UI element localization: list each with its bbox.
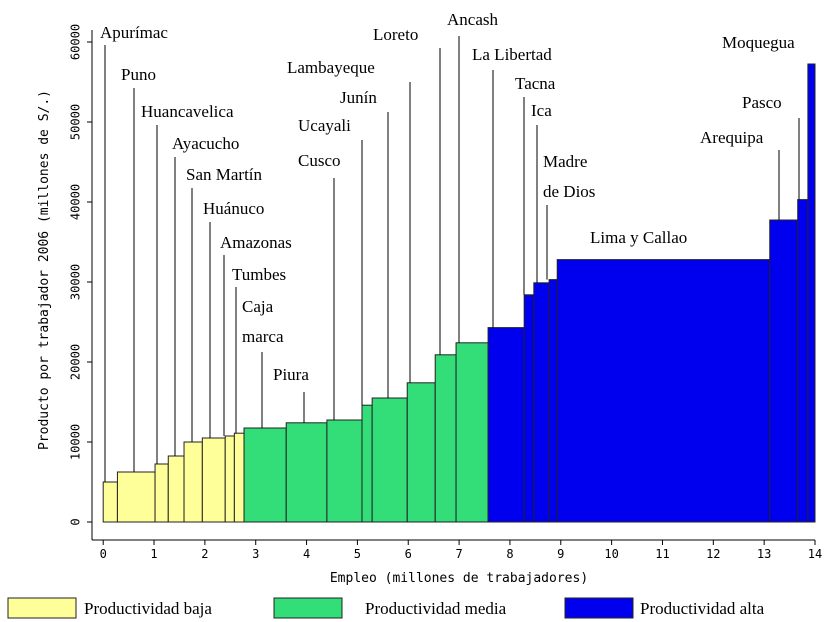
bar: [201, 437, 226, 523]
bar: [233, 432, 245, 523]
bar-label: Moquegua: [722, 33, 795, 52]
legend-swatch: [7, 597, 77, 619]
x-tick-label: 10: [604, 547, 618, 561]
bar: [523, 294, 535, 523]
legend-label: Productividad media: [365, 599, 507, 618]
bar: [326, 419, 363, 523]
x-tick-label: 12: [706, 547, 720, 561]
bar-label: San Martín: [186, 165, 263, 184]
y-tick-label: 0: [69, 518, 83, 525]
x-tick-label: 0: [100, 547, 107, 561]
bar-label: Madre de Dios: [543, 152, 596, 201]
bar: [102, 481, 118, 523]
bar-label: Ica: [531, 101, 552, 120]
y-tick-label: 60000: [69, 24, 83, 60]
bar-label: Lima y Callao: [590, 228, 688, 247]
bar-label: Huánuco: [203, 199, 265, 218]
bar: [116, 471, 156, 523]
bar-label: Puno: [121, 65, 156, 84]
legend-label: Productividad alta: [640, 599, 765, 618]
bar: [371, 397, 408, 523]
bar: [224, 435, 235, 523]
x-tick-label: 2: [201, 547, 208, 561]
bar: [548, 279, 558, 523]
x-tick-label: 1: [150, 547, 157, 561]
bar: [154, 463, 169, 523]
legend-swatch: [564, 597, 634, 619]
bar: [487, 327, 525, 523]
bar-label: La Libertad: [472, 45, 552, 64]
x-tick-label: 6: [405, 547, 412, 561]
bar: [183, 441, 203, 523]
legend-swatch: [273, 597, 343, 619]
bar: [797, 199, 809, 523]
x-tick-label: 9: [557, 547, 564, 561]
bar: [434, 354, 457, 523]
x-tick-label: 11: [655, 547, 669, 561]
bar-label: Loreto: [373, 25, 419, 44]
bar: [285, 422, 328, 523]
bar-label: Caja marca: [242, 297, 284, 346]
bar: [556, 259, 771, 523]
bar-label: Lambayeque: [287, 58, 375, 77]
y-tick-label: 30000: [69, 264, 83, 300]
y-tick-label: 10000: [69, 424, 83, 460]
bar-label: Ancash: [447, 10, 498, 29]
bar-label: Tumbes: [232, 265, 287, 284]
bar-label: Huancavelica: [141, 102, 234, 121]
x-axis-label: Empleo (millones de trabajadores): [330, 571, 588, 586]
bar: [243, 427, 287, 523]
y-axis-label: Producto por trabajador 2006 (millones d…: [37, 90, 52, 450]
bar: [167, 455, 185, 523]
x-tick-label: 13: [757, 547, 771, 561]
bar-label: Amazonas: [220, 233, 292, 252]
bar-label: Junín: [340, 88, 377, 107]
x-tick-label: 7: [455, 547, 462, 561]
bar: [455, 342, 489, 523]
legend-label: Productividad baja: [84, 599, 212, 618]
bar-label: Cusco: [298, 151, 341, 170]
y-tick-label: 50000: [69, 104, 83, 140]
y-tick-label: 20000: [69, 344, 83, 380]
x-tick-label: 4: [303, 547, 310, 561]
bar-label: Ucayali: [298, 116, 351, 135]
x-tick-label: 14: [808, 547, 822, 561]
bar-label: Ayacucho: [172, 134, 240, 153]
bar: [361, 404, 373, 523]
y-tick-label: 40000: [69, 184, 83, 220]
bar-label: Arequipa: [700, 128, 764, 147]
bar-label: Apurímac: [100, 23, 168, 42]
bar-label: Piura: [273, 365, 309, 384]
x-tick-label: 3: [252, 547, 259, 561]
x-tick-label: 5: [354, 547, 361, 561]
bar: [406, 382, 436, 523]
bar-label: Tacna: [515, 74, 556, 93]
bar: [533, 282, 550, 523]
bar: [769, 219, 799, 523]
bar-label: Pasco: [742, 93, 782, 112]
x-tick-label: 8: [506, 547, 513, 561]
bar: [807, 63, 816, 523]
